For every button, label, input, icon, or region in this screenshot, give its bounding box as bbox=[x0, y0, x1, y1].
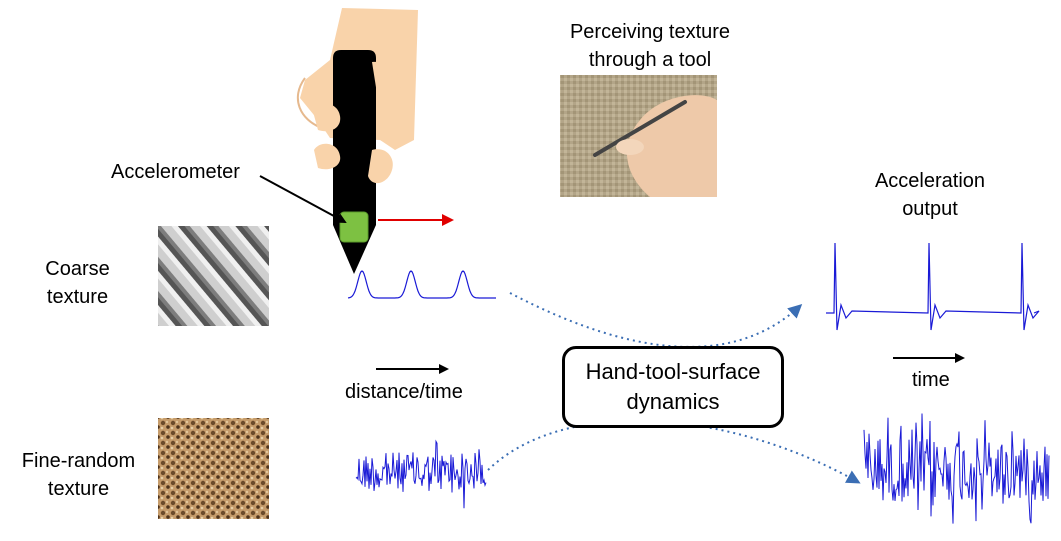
fine-to-output-dotted-arrow bbox=[487, 419, 861, 484]
coarse-texture-image bbox=[158, 226, 269, 326]
dynamics-line1: Hand-tool-surface bbox=[585, 359, 761, 384]
dynamics-line2: dynamics bbox=[626, 389, 720, 414]
accelerometer-pointer-arrow bbox=[259, 175, 347, 223]
dynamics-box: Hand-tool-surface dynamics bbox=[562, 346, 784, 428]
acceleration-output-title: Acceleration output bbox=[835, 167, 1025, 223]
acceleration-title-line2: output bbox=[902, 198, 958, 220]
fine-label-line2: texture bbox=[47, 478, 110, 500]
accelerometer-label: Accelerometer bbox=[111, 161, 240, 183]
fine-label-line1: Fine-random bbox=[21, 450, 136, 472]
time-label: time bbox=[912, 369, 950, 391]
perceiving-texture-title: Perceiving texture through a tool bbox=[545, 18, 755, 74]
tool-on-fabric-photo bbox=[560, 75, 717, 197]
coarse-label-line2: texture bbox=[46, 286, 109, 308]
perceiving-title-line2: through a tool bbox=[588, 49, 712, 71]
fine-texture-image bbox=[158, 418, 269, 519]
coarse-surface-profile bbox=[347, 270, 496, 299]
acceleration-title-line1: Acceleration bbox=[874, 170, 986, 192]
perceiving-title-line1: Perceiving texture bbox=[569, 21, 731, 43]
coarse-label-line1: Coarse bbox=[45, 258, 110, 280]
hand-fingers-front bbox=[312, 61, 401, 184]
coarse-texture-label: Coarse texture bbox=[20, 255, 135, 311]
distance-time-label: distance/time bbox=[345, 381, 463, 403]
coarse-to-output-dotted-arrow bbox=[509, 292, 803, 348]
fine-texture-label: Fine-random texture bbox=[6, 447, 151, 503]
coarse-acceleration-signal bbox=[826, 242, 1040, 331]
fine-acceleration-signal bbox=[863, 413, 1050, 524]
fine-surface-profile bbox=[355, 439, 487, 509]
accelerometer-sensor bbox=[339, 211, 369, 243]
